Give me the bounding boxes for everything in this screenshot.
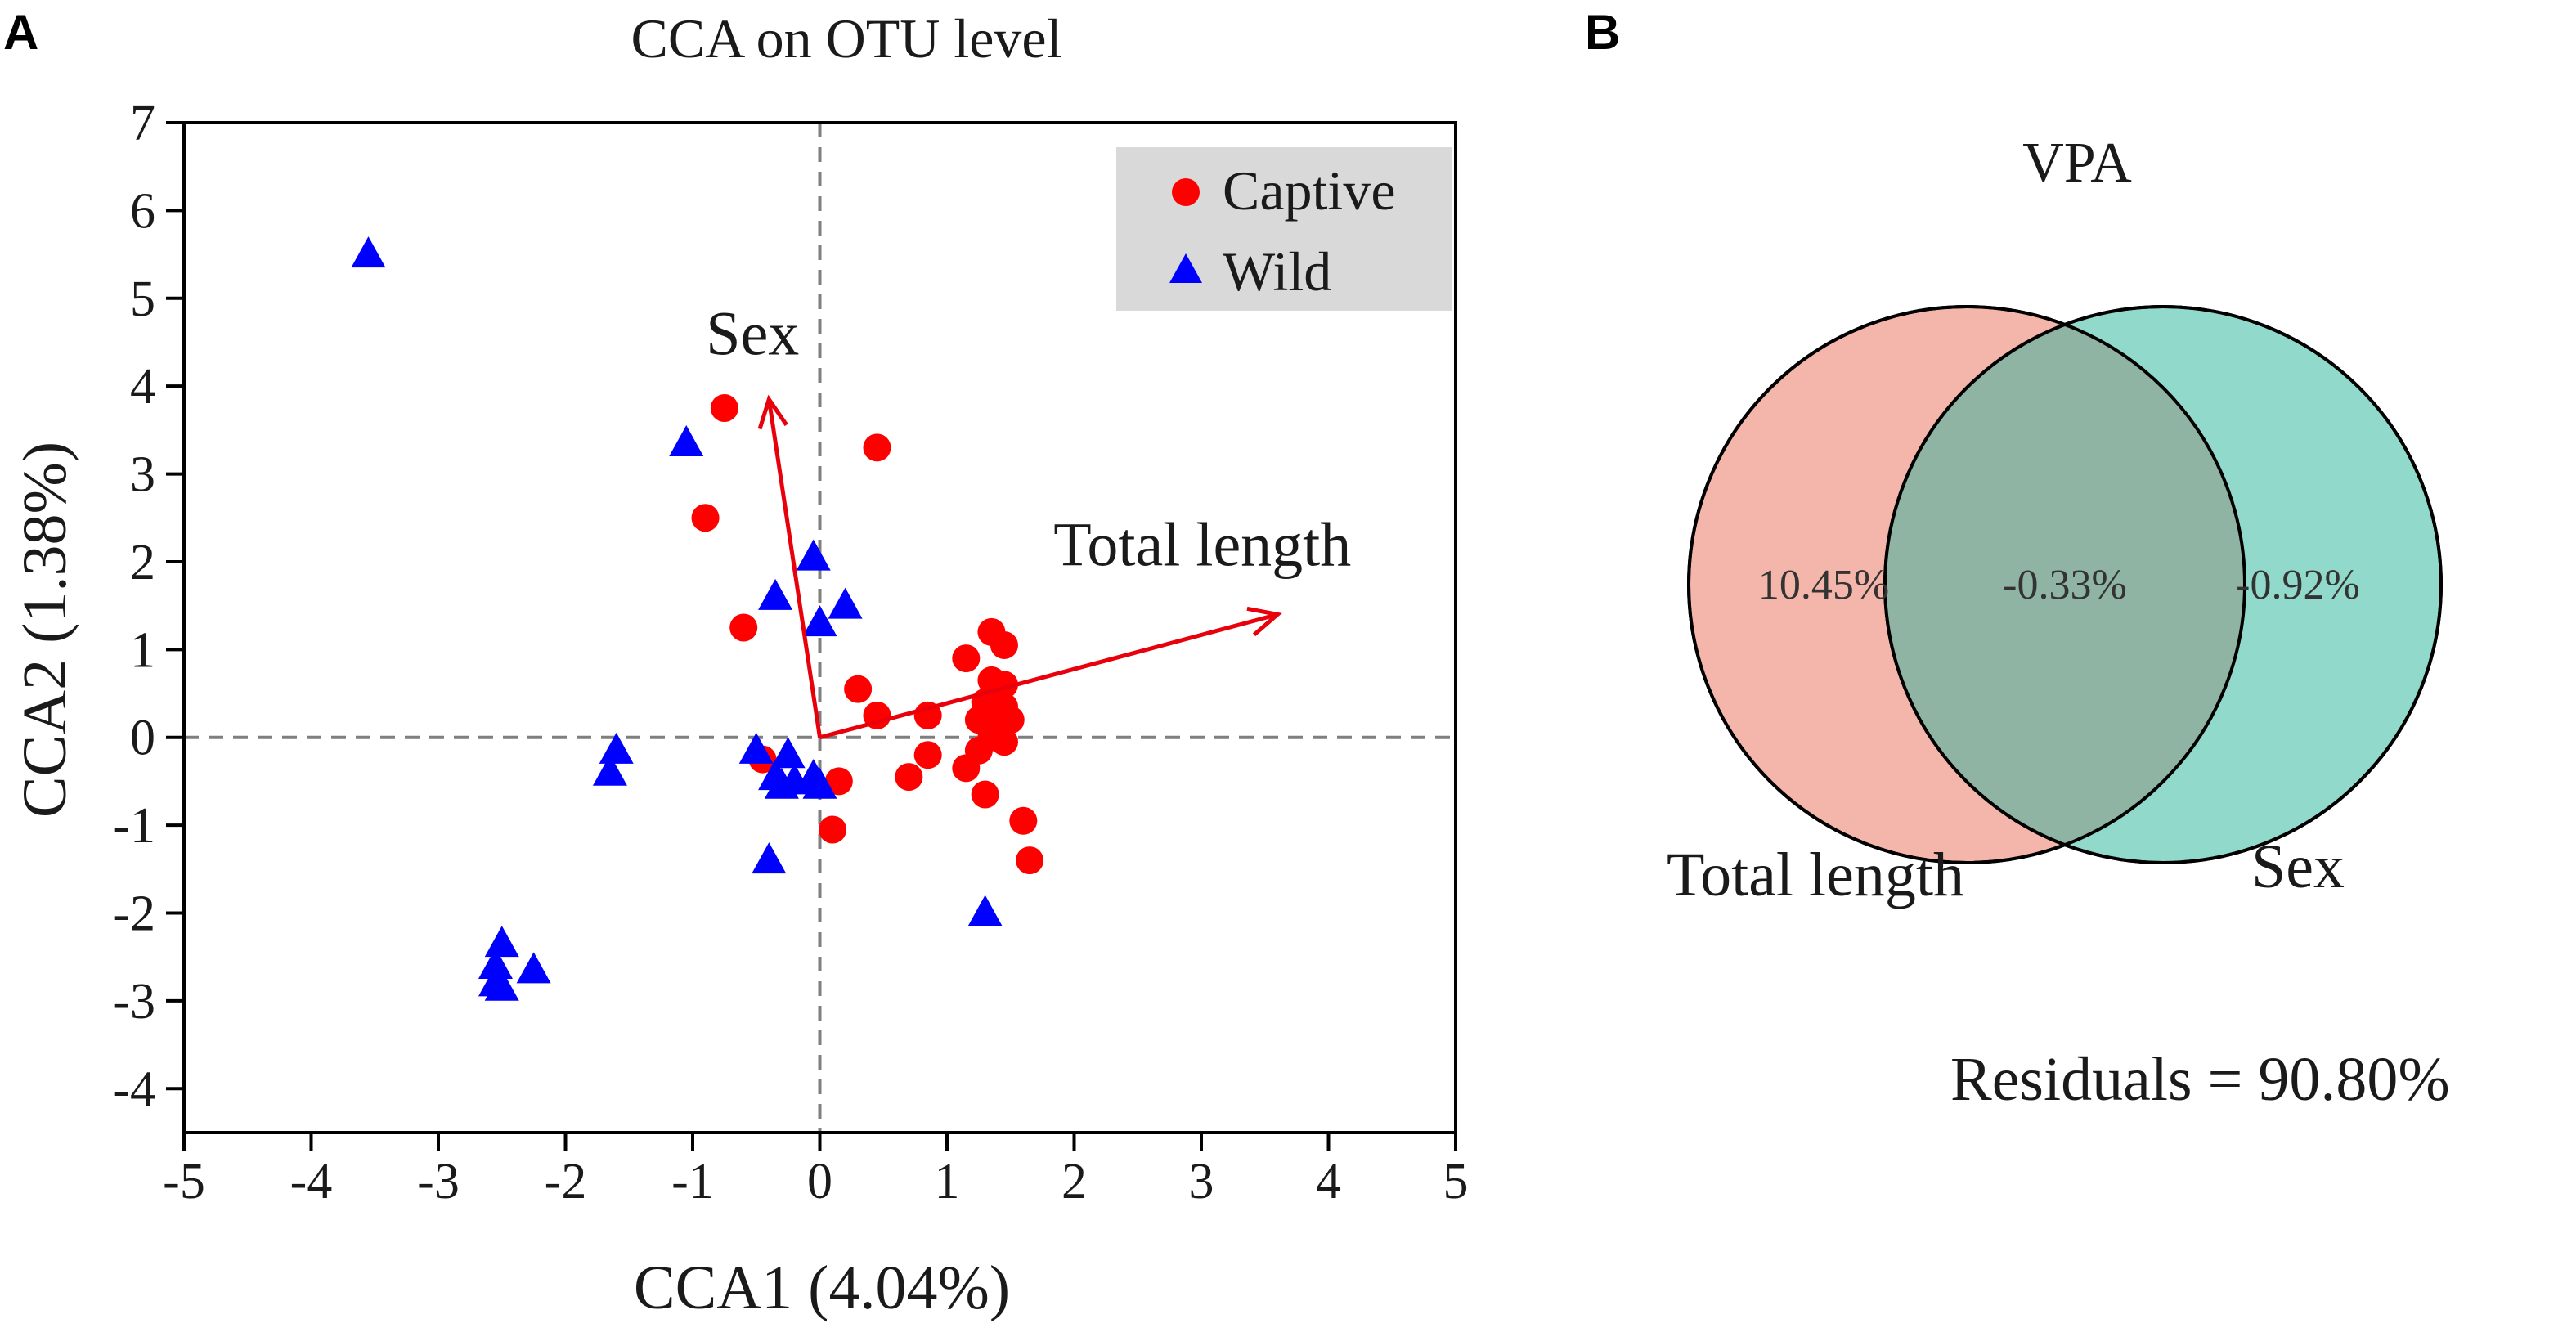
captive-point (990, 728, 1018, 756)
arrow-label-sex: Sex (706, 299, 799, 368)
venn-value-total-length: 10.45% (1758, 562, 1889, 608)
x-tick-label: -4 (290, 1154, 333, 1209)
cca-legend: Captive Wild (1116, 147, 1452, 311)
cca-y-ticks: -4 -3 -2 -1 0 1 2 3 4 5 6 7 (113, 96, 182, 1117)
y-tick-label: 0 (130, 711, 155, 766)
wild-point (967, 895, 1003, 926)
captive-point (990, 630, 1018, 659)
wild-point (758, 578, 793, 610)
wild-point (828, 587, 863, 619)
y-tick-label: 3 (130, 447, 155, 503)
captive-point (710, 394, 738, 423)
wild-point (669, 424, 704, 456)
wild-point (351, 236, 386, 268)
captive-point (895, 763, 923, 792)
arrow-label-total-length: Total length (1053, 510, 1351, 579)
venn-value-intersection: -0.33% (2003, 562, 2127, 608)
cca-arrows: Sex Total length (706, 299, 1351, 740)
venn-overlap-region (1885, 307, 2245, 863)
panel-label-b: B (1585, 5, 1620, 60)
arrow-head (1246, 606, 1282, 637)
captive-point (824, 767, 853, 796)
y-tick-label: 5 (130, 271, 155, 327)
x-tick-label: -3 (417, 1154, 460, 1209)
cca-x-axis-label: CCA1 (4.04%) (634, 1254, 1010, 1322)
captive-point (729, 613, 758, 642)
cca-x-ticks: -5 -4 -3 -2 -1 0 1 2 3 4 5 (163, 1134, 1469, 1209)
y-tick-label: 7 (130, 96, 155, 151)
x-tick-label: 1 (935, 1154, 960, 1209)
x-tick-label: 2 (1061, 1154, 1087, 1209)
arrow-line (819, 612, 1278, 740)
captive-point (996, 706, 1025, 734)
captive-point (863, 433, 891, 462)
arrow-line (766, 398, 822, 738)
y-tick-label: -4 (113, 1061, 155, 1117)
captive-point (819, 815, 847, 844)
x-tick-label: 4 (1316, 1154, 1341, 1209)
wild-point (738, 732, 774, 764)
wild-point (770, 737, 806, 769)
x-tick-label: -2 (545, 1154, 587, 1209)
venn-value-sex: -0.92% (2236, 562, 2360, 608)
legend-captive-marker (1172, 178, 1200, 206)
wild-point (592, 754, 627, 786)
wild-point (752, 842, 787, 874)
cca-y-axis-label: CCA2 (1.38%) (11, 442, 79, 818)
wild-point (802, 767, 837, 799)
legend-captive-label: Captive (1223, 159, 1396, 222)
venn-outline-total (1687, 305, 2246, 864)
wild-point (484, 969, 519, 1001)
x-tick-label: 5 (1443, 1154, 1469, 1209)
wild-point (478, 947, 513, 979)
cca-plot-frame (182, 121, 1457, 1134)
captive-point (1016, 846, 1044, 875)
captive-point (691, 504, 720, 532)
panel-label-a: A (3, 5, 38, 60)
y-tick-label: -3 (113, 974, 155, 1030)
venn-label-sex: Sex (2251, 832, 2345, 901)
wild-point (516, 952, 551, 984)
captive-point (1009, 806, 1038, 835)
x-tick-label: -1 (671, 1154, 714, 1209)
arrow-head (757, 394, 788, 430)
y-tick-label: -2 (113, 886, 155, 942)
legend-wild-label: Wild (1223, 240, 1331, 303)
captive-point (844, 675, 873, 703)
y-tick-label: -1 (113, 798, 155, 854)
cca-points (351, 236, 1044, 1001)
wild-point (796, 539, 831, 571)
x-tick-label: -5 (163, 1154, 205, 1209)
captive-point (952, 754, 981, 783)
cca-title: CCA on OTU level (631, 7, 1062, 70)
legend-background (1116, 147, 1452, 311)
x-tick-label: 0 (807, 1154, 832, 1209)
wild-point (764, 767, 799, 799)
captive-point (952, 644, 981, 673)
captive-point (913, 741, 942, 769)
y-tick-label: 6 (130, 183, 155, 239)
vpa-residuals: Residuals = 90.80% (1950, 1045, 2450, 1114)
y-tick-label: 1 (130, 622, 155, 678)
y-tick-label: 4 (130, 359, 155, 415)
captive-point (971, 780, 999, 809)
venn-diagram: 10.45% -0.33% -0.92% Total length Sex (1667, 305, 2443, 909)
venn-outline-sex (1883, 305, 2443, 864)
wild-point (599, 732, 634, 764)
y-tick-label: 2 (130, 535, 155, 590)
legend-wild-marker (1169, 253, 1202, 283)
vpa-title: VPA (2022, 132, 2132, 195)
wild-point (484, 926, 519, 958)
wild-point (802, 605, 837, 637)
x-tick-label: 3 (1189, 1154, 1214, 1209)
venn-label-total-length: Total length (1667, 841, 1964, 909)
